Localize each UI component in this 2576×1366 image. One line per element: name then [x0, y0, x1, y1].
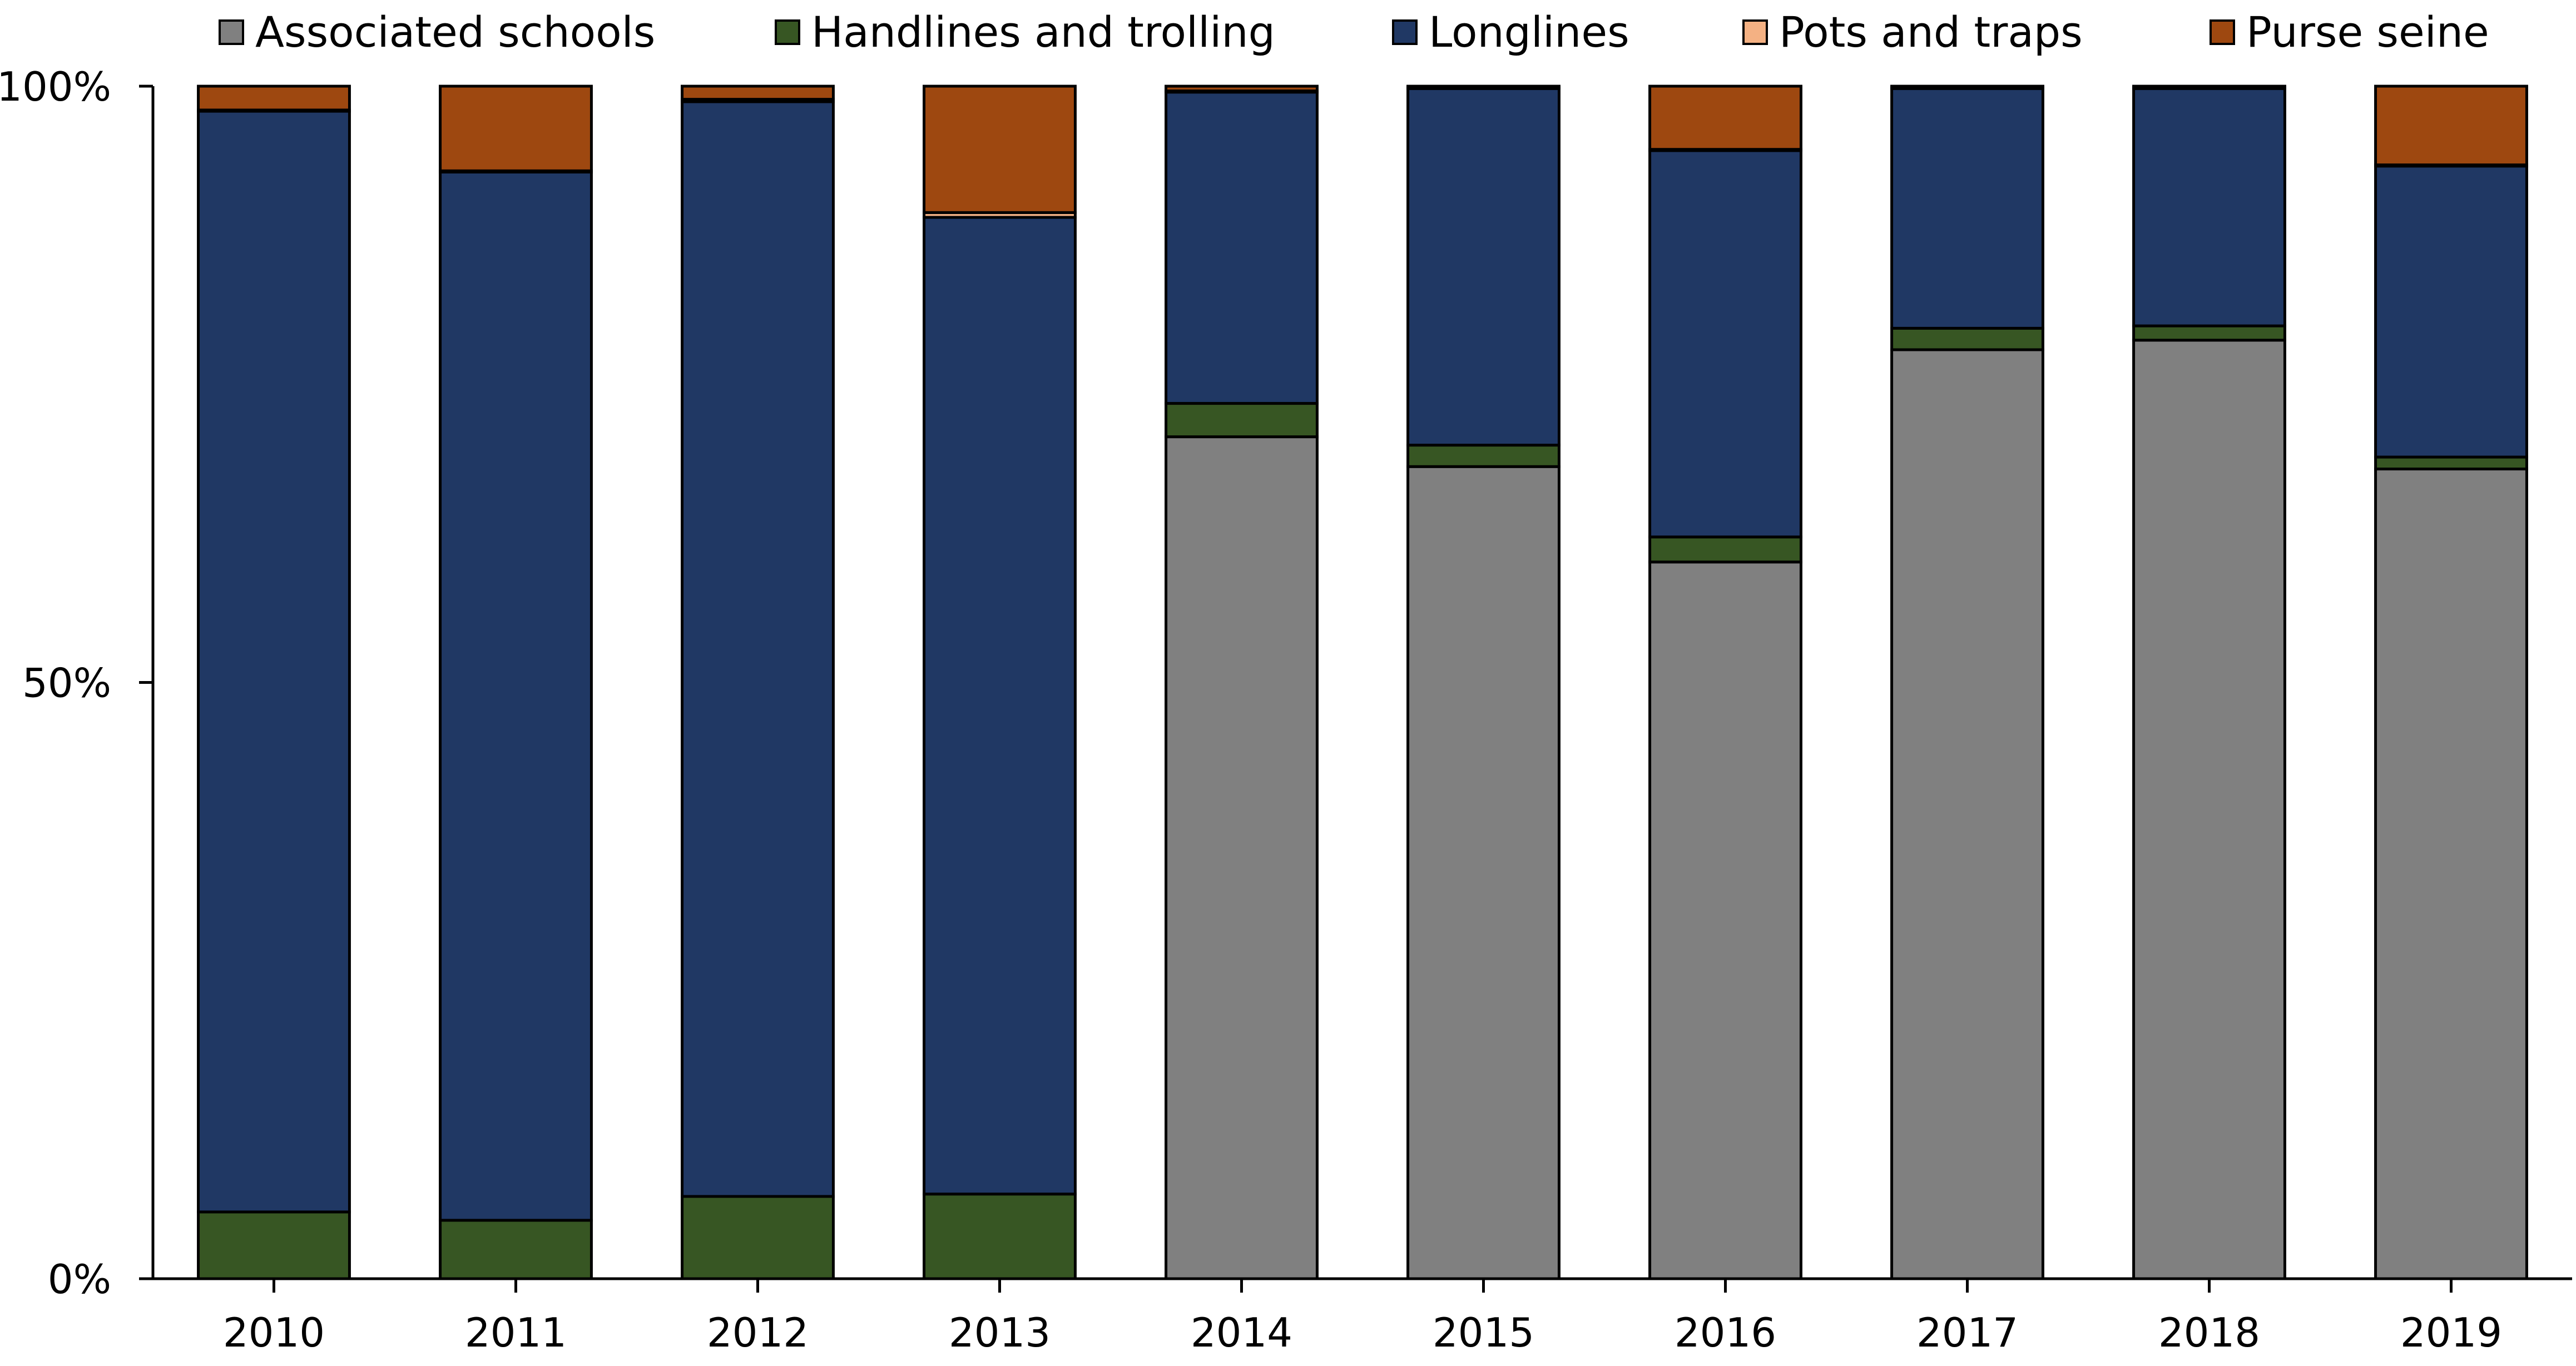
- bar-purse-seine-2011: [439, 85, 593, 172]
- bar-associated-schools-2015: [1406, 465, 1561, 1280]
- legend-item-longlines: Longlines: [1392, 7, 1629, 57]
- bar-longlines-2016: [1648, 149, 1802, 539]
- bar-associated-schools-2016: [1648, 560, 1802, 1280]
- x-tick-label: 2015: [1433, 1309, 1534, 1356]
- bar-longlines-2015: [1406, 87, 1561, 447]
- bar-purse-seine-2015: [1406, 85, 1561, 89]
- bar-purse-seine-2013: [923, 85, 1077, 214]
- x-tick-label: 2016: [1675, 1309, 1776, 1356]
- legend-label: Associated schools: [255, 7, 655, 57]
- bar-handlines-and-trolling-2012: [681, 1195, 835, 1280]
- legend-item-handlines-and-trolling: Handlines and trolling: [775, 7, 1275, 57]
- legend-swatch: [2210, 19, 2235, 45]
- legend-label: Longlines: [1429, 7, 1629, 57]
- bar-handlines-and-trolling-2016: [1648, 535, 1802, 564]
- bar-longlines-2017: [1890, 87, 2044, 330]
- bar-associated-schools-2017: [1890, 348, 2044, 1280]
- bar-longlines-2012: [681, 100, 835, 1198]
- bar-handlines-and-trolling-2011: [439, 1219, 593, 1280]
- bar-longlines-2011: [439, 170, 593, 1222]
- bar-handlines-and-trolling-2017: [1890, 326, 2044, 351]
- bar-longlines-2014: [1165, 91, 1319, 405]
- bar-handlines-and-trolling-2010: [197, 1210, 351, 1280]
- legend-label: Pots and traps: [1779, 7, 2083, 57]
- legend-item-purse-seine: Purse seine: [2210, 7, 2489, 57]
- y-tick-label: 0%: [48, 1256, 111, 1303]
- bar-handlines-and-trolling-2019: [2374, 455, 2528, 471]
- x-tick-label: 2014: [1191, 1309, 1292, 1356]
- bar-associated-schools-2018: [2132, 339, 2286, 1280]
- x-tick-label: 2019: [2400, 1309, 2502, 1356]
- bar-purse-seine-2016: [1648, 85, 1802, 151]
- bar-handlines-and-trolling-2013: [923, 1193, 1077, 1280]
- axes: 0% 50% 100% 2010 2011 2012 2013 2014 2015 2016 201…: [0, 63, 2572, 1356]
- bar-handlines-and-trolling-2018: [2132, 324, 2286, 342]
- legend-label: Purse seine: [2246, 7, 2489, 57]
- bar-associated-schools-2019: [2374, 468, 2528, 1280]
- bar-longlines-2018: [2132, 87, 2286, 327]
- bar-purse-seine-2012: [681, 85, 835, 101]
- bar-longlines-2013: [923, 216, 1077, 1196]
- legend-item-pots-and-traps: Pots and traps: [1742, 7, 2083, 57]
- x-tick-label: 2018: [2158, 1309, 2260, 1356]
- legend-swatch: [1392, 19, 1418, 45]
- bar-longlines-2010: [197, 110, 351, 1214]
- x-tick-label: 2010: [223, 1309, 325, 1356]
- bar-purse-seine-2018: [2132, 85, 2286, 89]
- bar-purse-seine-2017: [1890, 85, 2044, 89]
- bar-purse-seine-2019: [2374, 85, 2528, 167]
- legend-label: Handlines and trolling: [811, 7, 1275, 57]
- bar-purse-seine-2014: [1165, 85, 1319, 93]
- bar-longlines-2019: [2374, 165, 2528, 459]
- x-tick-label: 2017: [1916, 1309, 2018, 1356]
- legend: Associated schools Handlines and trolling…: [219, 7, 2489, 57]
- x-tick-label: 2013: [949, 1309, 1051, 1356]
- legend-swatch: [219, 19, 244, 45]
- bar-associated-schools-2014: [1165, 435, 1319, 1280]
- legend-swatch: [1742, 19, 1768, 45]
- x-tick-label: 2012: [707, 1309, 809, 1356]
- x-tick-label: 2011: [465, 1309, 567, 1356]
- bar-handlines-and-trolling-2015: [1406, 444, 1561, 468]
- y-tick-label: 50%: [22, 660, 111, 707]
- legend-item-associated-schools: Associated schools: [219, 7, 655, 57]
- bar-purse-seine-2010: [197, 85, 351, 112]
- y-tick-label: 100%: [0, 63, 111, 110]
- bar-handlines-and-trolling-2014: [1165, 402, 1319, 439]
- bars: [197, 85, 2528, 1280]
- legend-swatch: [775, 19, 800, 45]
